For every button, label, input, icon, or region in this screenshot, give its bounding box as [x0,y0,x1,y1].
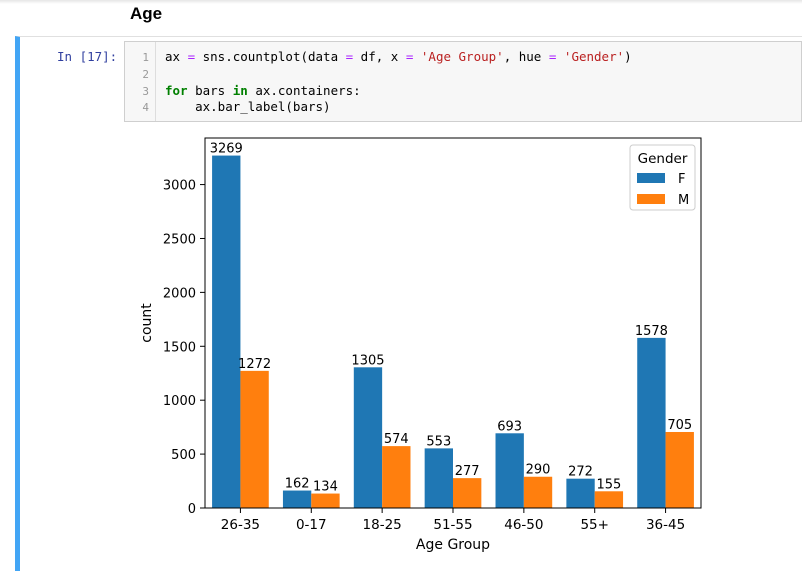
x-tick-label: 46-50 [504,517,543,533]
x-axis-label: Age Group [416,537,490,553]
code-line-3: for bars in ax.containers: [165,83,361,98]
bar-label: 1305 [351,353,384,368]
bar-F-26-35 [212,155,241,508]
header-shadow [0,0,802,4]
x-tick-label: 26-35 [221,517,260,533]
bar-F-36-45 [637,337,666,508]
code-line-4: ax.bar_label(bars) [165,99,331,114]
x-tick-label: 18-25 [363,517,402,533]
bar-M-36-45 [665,431,694,508]
bar-label: 162 [285,477,310,492]
y-tick-label: 0 [188,502,196,517]
y-axis-label: count [139,303,155,343]
bar-label: 1578 [635,324,668,339]
line-number: 3 [142,85,149,98]
legend-label: M [678,193,689,208]
x-tick-label: 36-45 [646,517,685,533]
bar-M-18-25 [382,446,411,508]
y-tick-label: 2000 [163,286,196,301]
y-tick-label: 500 [171,448,196,463]
y-tick-label: 3000 [163,179,196,194]
bar-label: 155 [596,477,621,492]
bar-label: 693 [497,419,522,434]
bar-M-0-17 [311,493,340,508]
bar-label: 277 [455,464,480,479]
bar-label: 705 [667,418,692,433]
y-tick-label: 1000 [163,394,196,409]
bar-label: 1272 [238,357,271,372]
y-tick-label: 1500 [163,340,196,355]
bar-F-46-50 [495,433,524,508]
bar-M-46-50 [523,476,553,508]
bar-F-0-17 [282,490,312,508]
bar-label: 290 [526,463,551,478]
bar-M-55+ [594,491,624,508]
x-tick-label: 0-17 [296,517,327,533]
bar-label: 272 [568,465,593,480]
legend-swatch-F [637,173,665,183]
line-number: 1 [142,51,149,64]
legend-label: F [678,172,685,187]
code-line-1: ax = sns.countplot(data = df, x = 'Age G… [165,49,632,64]
bar-label: 3269 [210,142,243,157]
x-tick-label: 51-55 [433,517,472,533]
line-number: 2 [142,68,149,81]
y-tick-label: 2500 [163,232,196,247]
code-editor[interactable]: 1 2 3 4 ax = sns.countplot(data = df, x … [124,41,802,122]
notebook-top-area [0,0,802,34]
bar-F-18-25 [353,367,383,508]
bar-F-51-55 [424,448,453,508]
bar-M-26-35 [240,370,269,508]
bar-label: 134 [313,480,338,495]
cell-prompt: In [17]: [57,49,118,64]
line-number-gutter: 1 2 3 4 [125,42,156,121]
line-number: 4 [142,101,149,114]
legend-swatch-M [637,194,665,204]
bar-label: 574 [384,432,409,447]
bar-F-55+ [566,478,595,508]
bar-label: 553 [426,434,451,449]
legend-title: Gender [638,151,688,167]
x-tick-label: 55+ [580,517,609,533]
bar-M-51-55 [453,478,482,508]
markdown-heading: Age [130,4,163,23]
